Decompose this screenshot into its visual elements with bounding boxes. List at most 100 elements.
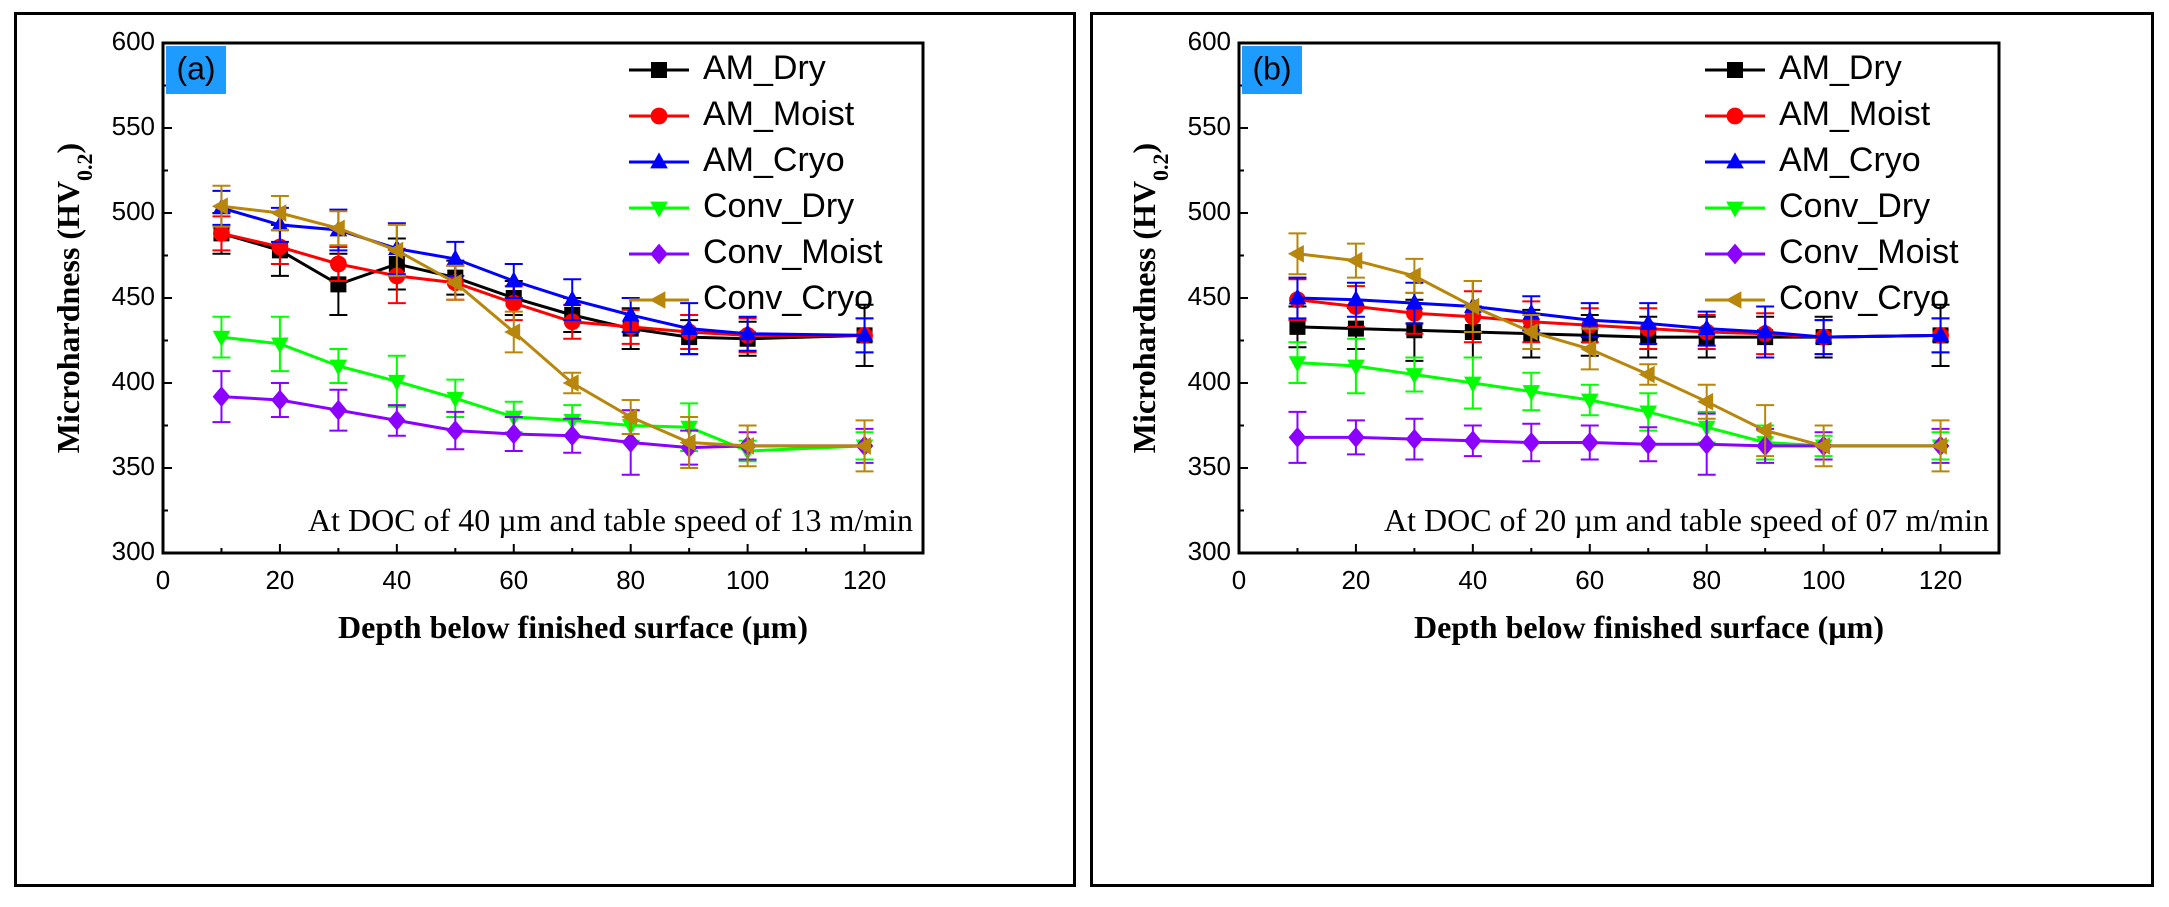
data-point [446,249,465,266]
data-point [679,433,696,452]
y-tick-label: 450 [1188,281,1231,311]
data-point [329,399,348,421]
data-point [1287,245,1304,263]
chart-panel-a: 300 350 400 450 500 550 600 0 20 40 60 80 100 120 Dept… [14,12,1076,887]
series-line [1297,361,1941,448]
data-point [1639,313,1658,330]
data-point [680,319,698,335]
data-point [213,225,230,242]
data-point [1346,251,1363,270]
y-tick-label: 400 [1188,366,1231,396]
y-tick-label: 500 [112,196,155,226]
legend-marker [1726,107,1744,125]
legend-label: Conv_Dry [1779,187,1930,225]
x-tick-label: 60 [499,565,528,595]
data-point [271,337,289,354]
x-tick-label: 20 [1341,565,1370,595]
x-tick-label: 120 [843,565,886,595]
panel-label-box [1242,46,1302,94]
data-point [1405,368,1424,385]
chart-b-series-Conv_Dry [1288,337,1950,461]
data-point [1522,385,1541,402]
chart-a: 300 350 400 450 500 550 600 0 20 40 60 80 100 120 Dept… [50,26,925,645]
y-tick-label: 400 [112,366,155,396]
y-tick-label: 350 [1188,451,1231,481]
chart-b-series-Conv_Cryo [1287,232,1950,473]
y-axis-title: Microhardness (HV0.2) [1126,143,1173,453]
data-point [738,324,757,341]
data-point [1463,297,1480,316]
data-point [387,241,404,260]
legend-marker [1726,152,1744,169]
legend-marker [1727,62,1743,78]
x-tick-label: 20 [265,565,294,595]
data-point [1756,322,1774,339]
data-point [1404,267,1421,285]
data-point [1405,428,1424,450]
panel-label: (a) [176,50,215,86]
x-tick-label: 100 [1802,565,1845,595]
legend-label: AM_Cryo [1779,141,1921,179]
y-tick-label: 300 [112,536,155,566]
data-point [1931,325,1950,342]
panel-label: (b) [1252,50,1291,86]
data-point [445,273,462,292]
legend-label: Conv_Dry [703,187,854,225]
data-point [563,313,581,331]
data-point [212,386,231,407]
data-point [1347,359,1365,376]
y-tick-label: 300 [1188,536,1231,566]
legend-label: Conv_Moist [1779,233,1959,271]
data-point [329,255,347,273]
data-point [1580,393,1599,410]
data-point [1930,437,1947,455]
data-point [563,290,582,307]
data-point [1697,319,1716,335]
data-point [1814,437,1831,455]
data-point [562,374,579,392]
chart-b: 300 350 400 450 500 550 600 0 20 40 60 80 100 120 Dept… [1126,26,2001,645]
x-axis-title: Depth below finished surface (µm) [338,609,808,645]
y-tick-label: 600 [112,26,155,56]
data-point [388,410,406,431]
annotation: At DOC of 40 µm and table speed of 13 m/… [308,502,913,538]
data-point [854,437,871,455]
chart-b-series-Conv_Moist [1288,410,1950,476]
data-point [1814,327,1833,344]
data-point [1288,427,1307,448]
data-point [1697,392,1714,411]
legend-label: Conv_Cryo [703,279,873,317]
y-tick-label: 550 [112,111,155,141]
legend-marker [651,62,667,78]
data-point [270,204,287,222]
legend-marker [1725,291,1742,309]
data-point [1755,421,1772,440]
x-tick-label: 80 [616,565,645,595]
annotation: At DOC of 20 µm and table speed of 07 m/… [1384,502,1989,538]
data-point [621,432,640,453]
data-point [1405,293,1424,310]
data-point [504,271,523,288]
data-point [446,420,465,441]
data-point [563,425,582,447]
data-point [446,391,465,408]
data-point [504,423,523,445]
data-point [1347,320,1364,337]
y-tick-label: 550 [1188,111,1231,141]
x-tick-label: 60 [1575,565,1604,595]
data-point [388,374,406,391]
legend-marker [650,152,668,169]
y-tick-label: 600 [1188,26,1231,56]
data-point [328,219,345,238]
data-point [1697,433,1716,455]
data-point [1638,365,1655,384]
legend-marker [1726,243,1744,265]
chart-panel-b: 300 350 400 450 500 550 600 0 20 40 60 80 100 120 Dept… [1090,12,2154,887]
panel-label-box [166,46,226,94]
data-point [504,323,521,341]
y-tick-label: 350 [112,451,155,481]
legend-label: AM_Dry [1779,49,1902,87]
x-tick-label: 120 [1919,565,1962,595]
data-point [1580,432,1599,453]
x-tick-label: 100 [726,565,769,595]
